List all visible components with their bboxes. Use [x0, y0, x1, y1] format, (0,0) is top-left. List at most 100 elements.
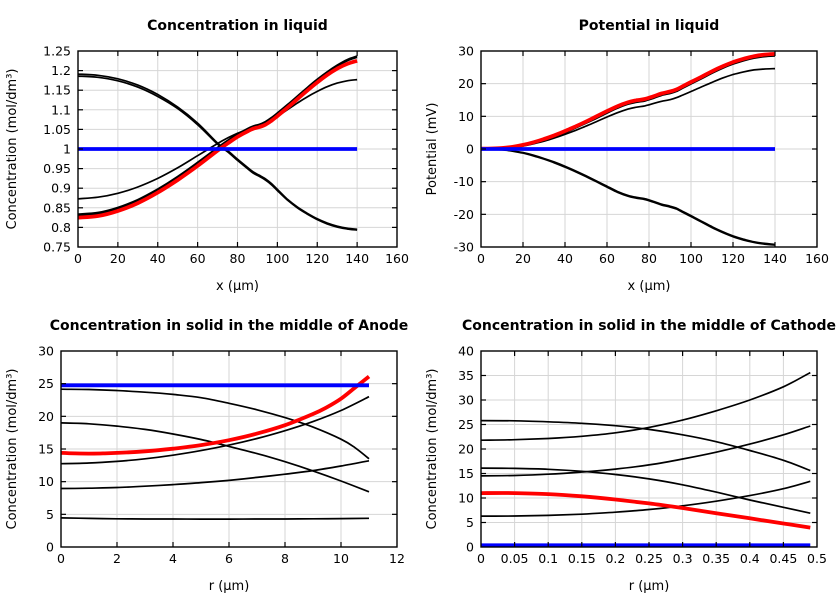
y-tick-label: 1.15 [43, 83, 71, 98]
x-tick-label: 2 [113, 551, 121, 566]
series-red-final [77, 58, 358, 220]
x-axis-label: x (μm) [628, 279, 671, 294]
series-black-increasing-mid [77, 78, 358, 200]
chart-potential-in-liquid: Potential in liquid Potential (mV) x (μm… [420, 0, 840, 300]
x-tick-label: 120 [721, 251, 745, 266]
y-tick-label: 15 [458, 466, 474, 481]
series-red-final [60, 375, 371, 456]
x-tick-label: 120 [305, 251, 329, 266]
y-tick-label: 20 [38, 409, 54, 424]
chart-concentration-solid-anode-svg: Concentration in solid in the middle of … [5, 318, 408, 594]
y-axis-label: Concentration (mol/dm³) [425, 369, 440, 530]
y-tick-label: 5 [46, 507, 54, 522]
y-tick-label: 0.8 [51, 220, 71, 235]
x-axis-label: x (μm) [216, 279, 259, 294]
y-tick-label: 15 [38, 442, 54, 457]
x-tick-label: 160 [805, 251, 829, 266]
x-tick-label: 0.45 [769, 551, 797, 566]
x-tick-label: 80 [641, 251, 657, 266]
x-tick-label: 4 [169, 551, 177, 566]
series-black-flat-low [60, 517, 370, 520]
x-tick-label: 80 [230, 251, 246, 266]
y-tick-label: 10 [458, 109, 474, 124]
x-tick-label: 0 [477, 551, 485, 566]
y-axis-label: Concentration (mol/dm³) [5, 69, 20, 230]
y-tick-label: 1.05 [43, 122, 71, 137]
x-tick-label: 0 [74, 251, 82, 266]
y-tick-label: 20 [458, 76, 474, 91]
chart-title: Concentration in solid in the middle of … [462, 318, 836, 334]
x-tick-label: 0.05 [501, 551, 529, 566]
x-tick-label: 100 [265, 251, 289, 266]
y-tick-label: 0.9 [51, 181, 71, 196]
series-black-increasing-top [480, 371, 811, 442]
y-tick-label: 20 [458, 442, 474, 457]
y-tick-label: 1.1 [51, 102, 71, 117]
x-tick-label: 0.25 [635, 551, 663, 566]
plot-area: 0 20 40 60 80 100 120 140 160 0.75 0.8 0.85 0.9 0.95 1… [43, 44, 409, 267]
y-tick-label: 0.75 [43, 240, 71, 255]
x-tick-label: 6 [225, 551, 233, 566]
series-black-decreasing-big [60, 388, 370, 460]
chart-concentration-in-liquid: Concentration in liquid Concentration (m… [0, 0, 420, 300]
series-black-increasing-low [480, 67, 776, 150]
chart-potential-in-liquid-svg: Potential in liquid Potential (mV) x (μm… [425, 18, 829, 294]
y-axis-label: Potential (mV) [425, 103, 440, 196]
series-black-decreasing-b [480, 148, 776, 246]
y-tick-label: 0.95 [43, 161, 71, 176]
x-tick-label: 0.2 [605, 551, 625, 566]
y-tick-label: 25 [38, 376, 54, 391]
x-tick-label: 8 [281, 551, 289, 566]
y-tick-label: 1 [63, 142, 71, 157]
y-tick-label: 30 [458, 393, 474, 408]
series-red-final [480, 491, 811, 530]
chart-concentration-solid-anode: Concentration in solid in the middle of … [0, 300, 420, 600]
x-tick-label: 0.1 [538, 551, 558, 566]
y-tick-label: -20 [454, 207, 474, 222]
x-tick-label: 140 [763, 251, 787, 266]
x-tick-label: 0.15 [568, 551, 596, 566]
x-tick-label: 0 [477, 251, 485, 266]
x-tick-label: 20 [515, 251, 531, 266]
plot-area: 0 0.05 0.1 0.15 0.2 0.25 0.3 0.35 0.4 0.45 0.5 0 5 10… [458, 344, 827, 567]
y-axis-label: Concentration (mol/dm³) [5, 369, 20, 530]
x-axis-label: r (μm) [209, 579, 250, 594]
x-tick-label: 0 [57, 551, 65, 566]
series-black-increasing-small [60, 459, 370, 490]
y-tick-label: 10 [38, 474, 54, 489]
x-tick-label: 40 [557, 251, 573, 266]
y-tick-label: 25 [458, 417, 474, 432]
y-tick-label: 35 [458, 368, 474, 383]
x-tick-label: 60 [190, 251, 206, 266]
chart-concentration-solid-cathode: Concentration in solid in the middle of … [420, 300, 840, 600]
x-tick-label: 10 [333, 551, 349, 566]
y-tick-label: 0.85 [43, 200, 71, 215]
y-tick-label: 5 [466, 515, 474, 530]
y-tick-label: 1.2 [51, 63, 71, 78]
chart-concentration-in-liquid-svg: Concentration in liquid Concentration (m… [5, 18, 409, 294]
x-tick-label: 140 [345, 251, 369, 266]
y-tick-label: 10 [458, 491, 474, 506]
y-tick-label: -10 [454, 174, 474, 189]
x-tick-label: 60 [599, 251, 615, 266]
x-tick-label: 100 [679, 251, 703, 266]
chart-title: Potential in liquid [579, 18, 720, 34]
x-tick-label: 0.5 [807, 551, 827, 566]
x-tick-label: 0.3 [673, 551, 693, 566]
x-tick-label: 0.4 [740, 551, 760, 566]
x-tick-label: 0.35 [702, 551, 730, 566]
chart-title: Concentration in liquid [147, 18, 328, 34]
x-tick-label: 160 [385, 251, 409, 266]
chart-title: Concentration in solid in the middle of … [50, 318, 408, 334]
x-axis-label: r (μm) [629, 579, 670, 594]
chart-concentration-solid-cathode-svg: Concentration in solid in the middle of … [425, 318, 836, 594]
y-tick-label: 0 [466, 540, 474, 555]
x-tick-label: 40 [150, 251, 166, 266]
series-black-decreasing-b [77, 75, 358, 231]
y-tick-label: 1.25 [43, 44, 71, 59]
series-red-final [480, 52, 776, 151]
series-black-decreasing-top [480, 419, 811, 472]
y-tick-label: 0 [466, 142, 474, 157]
y-tick-label: 30 [458, 44, 474, 59]
